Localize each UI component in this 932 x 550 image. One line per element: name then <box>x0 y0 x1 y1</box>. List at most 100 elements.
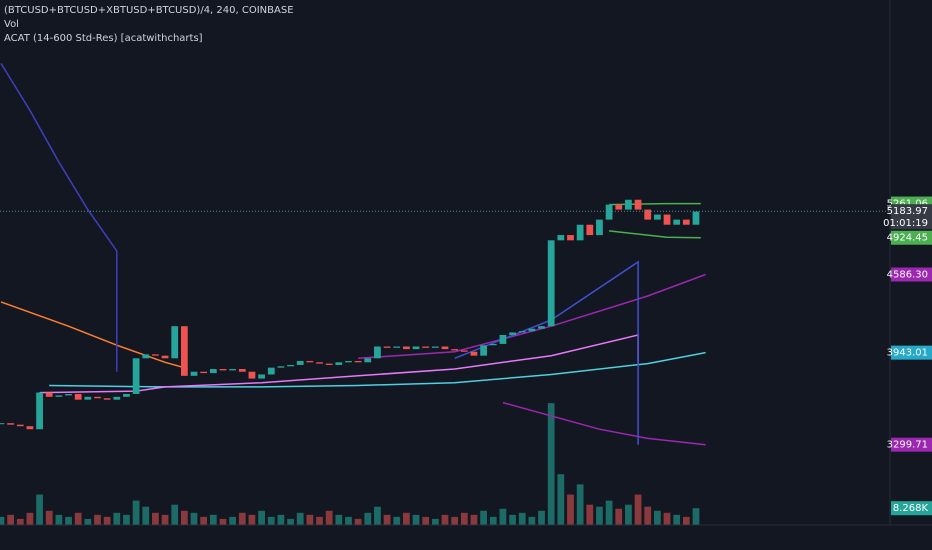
candle <box>200 371 208 374</box>
candle <box>103 398 111 400</box>
candle <box>26 426 34 430</box>
volume-bar <box>653 510 661 525</box>
candle <box>383 346 391 348</box>
volume-bar <box>547 403 555 525</box>
candle <box>509 332 516 335</box>
volume-bar <box>229 516 237 525</box>
volume-bar <box>625 504 632 525</box>
volume-bar <box>596 506 603 525</box>
volume-bar <box>518 512 526 525</box>
candle <box>489 343 497 346</box>
candle <box>557 235 565 241</box>
indicator-line <box>502 401 706 446</box>
candle <box>209 369 217 374</box>
volume-bar <box>113 512 121 525</box>
candle <box>480 345 487 356</box>
candle <box>296 360 304 365</box>
volume-bar <box>441 514 449 525</box>
volume-bar <box>451 516 459 525</box>
candle <box>605 204 613 220</box>
volume-bar <box>161 514 169 525</box>
volume-bar <box>277 514 285 525</box>
volume-bar <box>200 516 208 525</box>
volume-bar <box>132 500 140 525</box>
volume-bar <box>180 510 188 525</box>
volume-bar <box>45 510 53 525</box>
candle <box>113 396 121 400</box>
volume-bar <box>65 516 72 525</box>
candle <box>663 214 671 225</box>
candle <box>238 369 246 372</box>
candle <box>586 224 594 236</box>
candle <box>547 240 555 327</box>
chart-title: (BTCUSD+BTCUSD+XBTUSD+BTCUSD)/4, 240, CO… <box>4 5 294 16</box>
candle <box>36 392 43 430</box>
volume-bar <box>74 512 82 525</box>
volume-bar <box>36 494 43 525</box>
candle <box>644 209 652 220</box>
candle <box>74 393 82 400</box>
candle <box>431 346 439 348</box>
candle <box>306 360 314 363</box>
volume-bar <box>460 512 468 525</box>
volume-bar <box>422 516 430 525</box>
volume-bar <box>634 494 642 525</box>
candle <box>528 328 536 332</box>
volume-bar <box>123 514 130 525</box>
volume-bar <box>605 500 613 525</box>
volume-title: Vol <box>4 19 19 30</box>
candle <box>335 362 343 365</box>
volume-bar <box>480 510 487 525</box>
candle <box>499 334 507 344</box>
candle <box>422 346 430 348</box>
candle <box>403 346 410 350</box>
candle <box>682 219 690 225</box>
candle <box>625 199 632 210</box>
volume-bar <box>528 516 536 525</box>
volume-bar <box>499 508 507 525</box>
volume-bar <box>403 512 410 525</box>
volume-bar <box>567 494 574 525</box>
candle <box>451 349 459 351</box>
candle <box>354 360 362 363</box>
volume-bar <box>383 514 391 525</box>
candle <box>673 219 681 225</box>
volume-bar <box>296 512 304 525</box>
volume-bar <box>258 510 265 525</box>
volume-bar <box>615 508 623 525</box>
price-label: 5261.06 <box>887 199 928 210</box>
volume-bar <box>412 514 420 525</box>
candle <box>267 367 275 375</box>
candle <box>653 214 661 220</box>
volume-bar <box>509 514 516 525</box>
volume-label: 8.268K <box>893 503 929 514</box>
price-label: 4586.30 <box>887 270 928 281</box>
candle <box>364 358 372 363</box>
volume-bar <box>103 516 111 525</box>
candle <box>45 392 53 397</box>
countdown: 01:01:19 <box>883 218 928 229</box>
candle <box>258 374 265 379</box>
candle <box>94 396 101 399</box>
price-label: 5183.97 <box>887 206 928 217</box>
volume-bar <box>84 518 92 525</box>
candle <box>345 360 352 363</box>
candle <box>596 219 603 236</box>
volume-bar <box>238 512 246 525</box>
candle <box>538 326 545 329</box>
candle <box>248 371 256 379</box>
price-label: 3299.71 <box>887 440 928 451</box>
volume-bar <box>335 514 343 525</box>
candle <box>692 211 700 225</box>
volume-bar <box>26 512 34 525</box>
candle <box>460 350 468 352</box>
volume-bar <box>345 516 352 525</box>
volume-bar <box>209 514 217 525</box>
candle <box>123 393 130 397</box>
volume-bar <box>190 512 198 525</box>
volume-bar <box>0 516 5 525</box>
volume-bar <box>248 514 256 525</box>
candle <box>634 199 642 210</box>
